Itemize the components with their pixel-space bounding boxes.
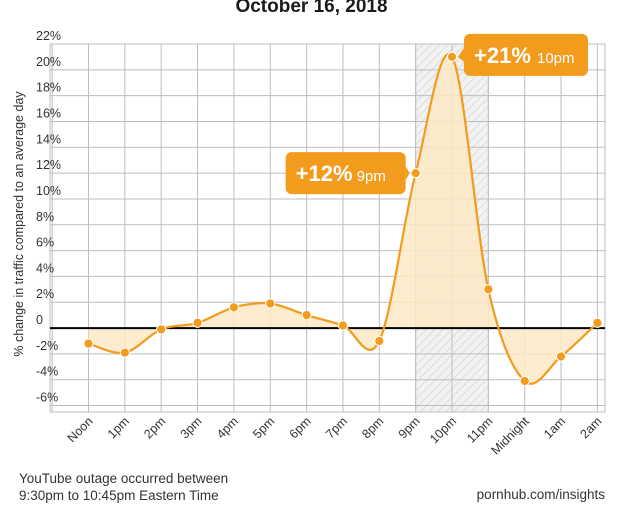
x-tick-layer: Noon 1pm 2pm 3pm 4pm 5pm 6pm 7pm 8pm 9pm 10pm 11pmM…: [65, 414, 605, 458]
y-tick-label: 14%: [36, 132, 61, 146]
data-point-10pm: [446, 51, 458, 63]
y-tick-label: 0: [36, 313, 43, 327]
callout-value: +12%: [296, 161, 353, 186]
x-tick-label: 1pm: [105, 414, 132, 441]
data-point-5pm: [265, 298, 276, 309]
data-point-9pm: [410, 168, 421, 179]
source-credit: pornhub.com/insights: [476, 487, 605, 502]
data-point-6pm: [301, 310, 312, 321]
y-tick-label: 8%: [36, 210, 54, 224]
y-tick-label: 18%: [36, 81, 61, 95]
callout-layer: +12% 9pm +21% 10pm: [285, 33, 588, 195]
x-tick-label: 11pm: [464, 414, 495, 445]
callout-pointer: [405, 166, 410, 181]
x-tick-label: 4pm: [214, 414, 241, 441]
x-tick-label: 8pm: [359, 414, 386, 441]
y-tick-label: -2%: [36, 339, 58, 353]
x-tick-label: 5pm: [250, 414, 277, 441]
series-area: [88, 54, 598, 384]
x-tick-label: 2pm: [141, 414, 168, 441]
y-tick-layer: -6% -4% -2% 0 2% 4% 6% 8% 10% 12% 14% 16% 18% 20% 22%: [36, 29, 61, 405]
area-layer: [88, 54, 598, 384]
x-tick-label: Midnight: [489, 414, 533, 458]
x-tick-label: 3pm: [178, 414, 205, 441]
callout-10pm: +21% 10pm: [458, 33, 588, 76]
data-point-8pm: [374, 335, 385, 347]
data-point-2pm: [156, 324, 167, 335]
y-tick-label: 12%: [36, 158, 61, 172]
x-tick-label: 2am: [577, 414, 604, 441]
data-point-1pm: [119, 347, 130, 358]
x-tick-label: 6pm: [287, 414, 314, 441]
y-tick-label: 6%: [36, 236, 54, 250]
y-tick-label: 10%: [36, 184, 61, 198]
x-tick-label: 10pm: [427, 414, 459, 446]
chart-title: October 16, 2018: [235, 0, 388, 17]
y-tick-label: 22%: [36, 29, 61, 43]
footnote-line-2: 9:30pm to 10:45pm Eastern Time: [19, 488, 219, 503]
points-layer: [83, 51, 603, 387]
y-axis-label-layer: % change in traffic compared to an avera…: [12, 91, 26, 357]
y-tick-label: 4%: [36, 261, 54, 275]
data-point-1am: [555, 351, 567, 362]
data-point-midnight: [519, 375, 530, 387]
data-point-7pm: [337, 320, 349, 331]
callout-box: [285, 152, 406, 195]
y-tick-label: 20%: [36, 55, 61, 69]
callout-value: +21%: [474, 43, 531, 68]
callout-label: 9pm: [357, 168, 386, 185]
callout-label: 10pm: [537, 50, 575, 67]
data-point-noon: [83, 338, 94, 349]
callout-pointer: [458, 47, 464, 62]
callout-9pm: +12% 9pm: [285, 152, 410, 195]
data-point-2am: [592, 317, 603, 329]
data-point-3pm: [192, 317, 203, 329]
x-tick-label: 7pm: [323, 414, 350, 441]
x-tick-label: 1am: [541, 414, 568, 441]
x-tick-label: Noon: [65, 414, 96, 445]
y-axis-label: % change in traffic compared to an avera…: [12, 91, 26, 357]
data-point-11pm: [483, 284, 494, 295]
y-tick-label: 16%: [36, 106, 61, 120]
footnote-line-1: YouTube outage occurred between: [19, 471, 229, 486]
data-point-4pm: [228, 302, 239, 313]
footnote: YouTube outage occurred between 9:30pm t…: [19, 470, 228, 504]
y-tick-label: 2%: [36, 287, 54, 301]
y-tick-label: -6%: [36, 391, 58, 405]
y-tick-label: -4%: [36, 365, 58, 379]
callout-box: [464, 33, 588, 76]
x-tick-label: 9pm: [396, 414, 423, 441]
